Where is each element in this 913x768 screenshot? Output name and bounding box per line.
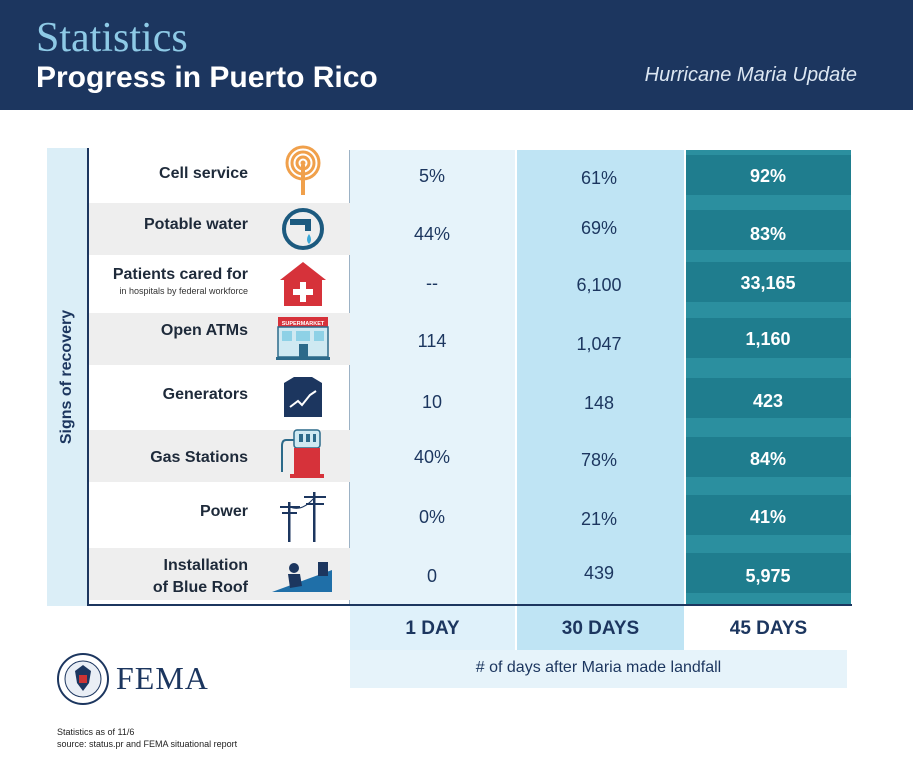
column-30-days [517,150,684,604]
value-cell [686,378,851,418]
value-45-days: 5,975 [745,566,791,586]
value-30-days: 21% [580,509,618,529]
row-label-blue-roof: Installation of Blue Roof [152,557,248,596]
value-1-day: -- [426,273,438,293]
value-30-days: 61% [580,168,618,188]
axis-caption: # of days after Maria made landfall [475,659,722,676]
fema-logo-text: FEMA [116,660,209,696]
value-45-days: 83% [749,224,787,244]
value-cell [686,437,851,477]
value-1-day: 114 [417,331,447,351]
column-footer-3 [686,606,851,652]
page-title: Statistics [36,15,188,61]
footnote: Statistics as of 11/6 source: status.pr … [57,726,237,750]
value-30-days: 78% [580,450,618,470]
supermarket-sign: SUPERMARKET [282,321,325,327]
gas-pump-icon [281,429,324,478]
row-label-cell-service: Cell service [159,165,248,182]
column-footer-2 [517,606,684,652]
generator-icon [284,377,322,417]
column-label-1-day: 1 DAY [405,618,460,639]
hospital-icon [280,262,326,306]
value-45-days: 1,160 [745,329,791,349]
footnote-source: source: status.pr and FEMA situational r… [57,739,238,749]
row-label-generators: Generators [162,386,248,403]
value-45-days: 41% [749,507,787,527]
value-1-day: 44% [413,224,451,244]
column-label-30-days: 30 DAYS [561,618,640,639]
cell-tower-icon [285,145,321,195]
value-cell [686,495,851,535]
value-30-days: 148 [583,393,615,413]
row-label-power: Power [199,503,248,520]
value-cell [686,262,851,302]
value-30-days: 439 [583,563,615,583]
value-45-days: 33,165 [740,273,796,293]
blue-roof-icon [272,562,332,592]
header-banner: Statistics Progress in Puerto Rico Hurri… [0,0,913,110]
column-footer-1 [350,606,515,652]
row-label-gas-stations: Gas Stations [150,449,248,466]
caption-box [350,650,847,688]
row-label-open-atms: Open ATMs [160,322,248,339]
value-45-days: 423 [752,391,784,411]
column-1-day [350,150,515,604]
water-faucet-icon [282,208,324,250]
value-30-days: 69% [580,218,618,238]
row-sublabel: in hospitals by federal workforce [119,286,248,296]
value-1-day: 0% [418,507,445,527]
value-cell [686,155,851,195]
value-1-day: 10 [421,392,443,412]
value-30-days: 6,100 [576,275,622,295]
value-cell [686,553,851,593]
dhs-seal-icon [57,653,109,705]
value-45-days: 92% [749,166,787,186]
axis-line-horizontal [87,604,852,606]
value-1-day: 40% [413,447,451,467]
column-separator [349,150,350,604]
value-cell [686,210,851,250]
value-1-day: 0 [426,566,437,586]
row-label-potable-water: Potable water [143,216,248,233]
page-subtitle: Progress in Puerto Rico [36,61,378,94]
axis-line-vertical [87,148,89,606]
row-label-main: Patients cared for [112,266,248,283]
power-pole-icon [280,492,326,542]
value-45-days: 84% [749,449,787,469]
column-label-45-days: 45 DAYS [729,618,808,639]
side-label: Signs of recovery [58,309,75,445]
value-1-day: 5% [418,166,445,186]
row-label-patients: Patients cared for in hospitals by federa… [113,266,248,296]
value-cell [686,318,851,358]
footnote-date: Statistics as of 11/6 [57,727,135,737]
side-label-bar [47,148,87,606]
update-label: Hurricane Maria Update [644,64,857,86]
supermarket-icon: SUPERMARKET [276,317,330,360]
value-30-days: 1,047 [576,334,622,354]
